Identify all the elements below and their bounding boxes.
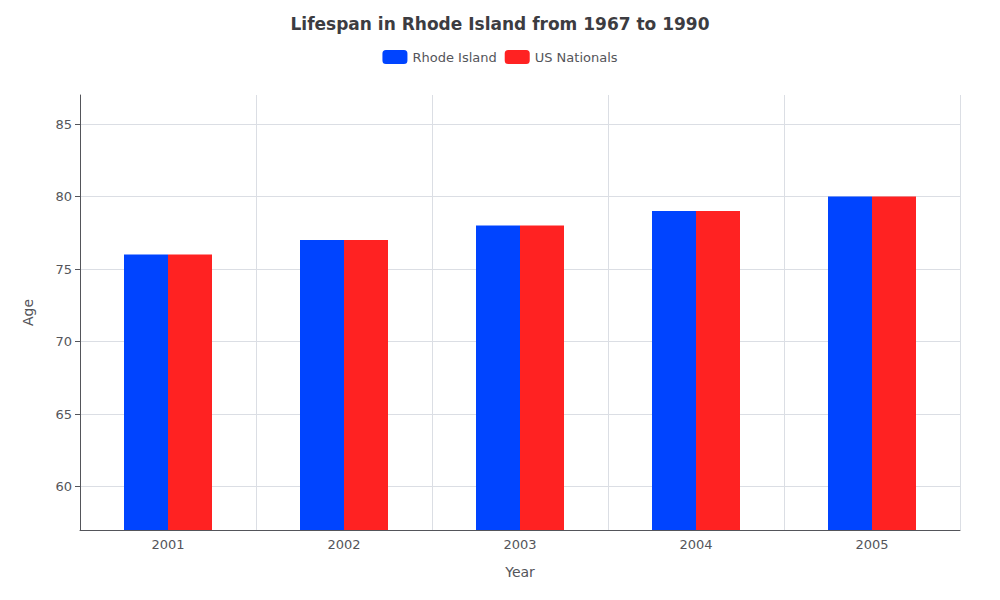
- svg-text:70: 70: [55, 334, 72, 349]
- svg-text:2005: 2005: [855, 537, 888, 552]
- svg-text:Rhode Island: Rhode Island: [412, 50, 496, 65]
- svg-text:65: 65: [55, 407, 72, 422]
- svg-text:Year: Year: [504, 564, 535, 580]
- svg-text:US Nationals: US Nationals: [535, 50, 618, 65]
- svg-text:80: 80: [55, 189, 72, 204]
- svg-text:Lifespan in Rhode Island from: Lifespan in Rhode Island from 1967 to 19…: [291, 14, 710, 34]
- svg-text:60: 60: [55, 479, 72, 494]
- svg-text:Age: Age: [20, 299, 36, 326]
- svg-text:2003: 2003: [503, 537, 536, 552]
- svg-text:85: 85: [55, 117, 72, 132]
- svg-text:2004: 2004: [679, 537, 712, 552]
- svg-text:2002: 2002: [327, 537, 360, 552]
- svg-text:2001: 2001: [151, 537, 184, 552]
- svg-text:75: 75: [55, 262, 72, 277]
